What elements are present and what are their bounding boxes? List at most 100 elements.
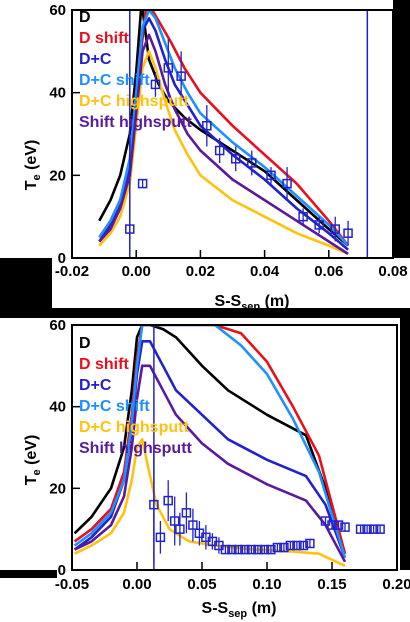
legend-entry: Shift highsputt (79, 440, 193, 457)
ticks: -0.05 0.00 0.05 0.10 0.15 0.20 0 20 40 60 (49, 317, 410, 593)
x-tick-label: 0.05 (187, 576, 216, 593)
x-tick-label: 0.06 (314, 263, 343, 280)
series-line (98, 17, 349, 251)
data-point (169, 516, 180, 526)
data-point (298, 540, 309, 551)
data-point (125, 224, 135, 234)
x-axis-label: S-Ssep (m) (202, 600, 277, 620)
y-tick-label: 0 (58, 250, 66, 267)
data-point (355, 524, 366, 534)
y-tick-label: 0 (58, 562, 66, 579)
data-point (330, 224, 340, 234)
data-point (266, 170, 276, 181)
legend: D D shift D+C D+C shift D+C highsputt Shift h… (79, 9, 193, 131)
data-point (233, 544, 244, 555)
data-point (163, 495, 173, 506)
data-point (247, 158, 257, 168)
y-tick-label: 60 (49, 317, 66, 334)
x-tick-label: 0.04 (250, 263, 280, 280)
data-point (314, 220, 324, 230)
series-line (74, 364, 347, 563)
x-tick-label: -0.05 (55, 576, 89, 593)
x-tick-label: -0.02 (55, 263, 89, 280)
x-tick-label: 0.20 (382, 576, 410, 593)
data-point (149, 499, 159, 510)
dark-block-right (393, 0, 410, 258)
data-point (230, 154, 241, 164)
data-point (188, 520, 198, 530)
legend-entry: D shift (79, 356, 129, 373)
data-point (362, 524, 372, 534)
dark-band (0, 308, 410, 318)
x-tick-label: 0.08 (378, 263, 407, 280)
curves (98, 10, 350, 256)
y-tick-label: 20 (49, 480, 66, 497)
legend-entry: D+C (79, 51, 112, 68)
measurements (125, 10, 369, 258)
y-tick-label: 40 (49, 399, 66, 416)
data-point (155, 532, 166, 543)
data-point (137, 178, 148, 189)
data-point (292, 540, 302, 551)
dark-block-left (0, 258, 52, 308)
plot-frame (71, 9, 394, 259)
series-line (98, 10, 349, 247)
y-axis-label: Te (eV) (23, 435, 43, 486)
chart-bottom: -0.05 0.00 0.05 0.10 0.15 0.20 0 20 40 60 S-Ssep … (0, 308, 410, 620)
data-point (175, 524, 185, 534)
data-point (305, 538, 315, 549)
legend-entry: D+C highsputt (79, 93, 189, 110)
x-tick-label: 0.00 (122, 576, 151, 593)
data-point (181, 508, 192, 518)
y-axis-label: Te (eV) (23, 140, 43, 191)
legend-entry: D+C shift (79, 72, 150, 89)
data-point (163, 63, 174, 73)
legend-entry: D+C shift (79, 398, 150, 415)
legend-entry: D+C (79, 377, 112, 394)
series-line (73, 325, 347, 555)
data-point (246, 544, 257, 555)
y-tick-label: 60 (49, 2, 66, 19)
data-point (327, 520, 337, 530)
data-point (368, 524, 379, 534)
data-point (214, 145, 225, 156)
legend-entry: D (79, 335, 91, 352)
data-point (279, 542, 289, 553)
plot-frame (71, 324, 398, 571)
x-tick-label: 0.15 (317, 576, 346, 593)
data-point (282, 178, 292, 189)
data-point (343, 228, 353, 238)
data-point (240, 544, 250, 555)
series-line (73, 325, 347, 559)
data-point (340, 522, 350, 532)
y-tick-label: 20 (49, 167, 66, 184)
data-point (253, 544, 263, 555)
measurements (149, 325, 385, 570)
data-point (202, 120, 212, 131)
series-line (98, 50, 349, 256)
data-point (266, 544, 276, 555)
series-line (73, 325, 347, 555)
data-point (333, 520, 344, 530)
x-tick-label: 0.02 (186, 263, 215, 280)
data-point (220, 544, 231, 555)
data-point (285, 540, 296, 551)
data-point (176, 71, 186, 81)
ticks: -0.02 0.00 0.02 0.04 0.06 0.08 0 20 40 60 (49, 2, 407, 280)
dark-block-right-bottom (400, 318, 410, 570)
legend-entry: D shift (79, 30, 129, 47)
data-point (375, 524, 385, 534)
data-point (227, 544, 237, 555)
dark-block-left-bottom (0, 570, 57, 578)
data-point (150, 79, 161, 90)
y-tick-label: 40 (49, 85, 66, 102)
legend: D D shift D+C D+C shift D+C highsputt Shift h… (79, 335, 193, 457)
series-line (98, 33, 349, 255)
x-tick-label: 0.00 (122, 263, 151, 280)
data-point (272, 542, 283, 553)
legend-entry: Shift highsputt (79, 114, 193, 131)
data-point (298, 211, 308, 222)
data-point (259, 544, 270, 555)
